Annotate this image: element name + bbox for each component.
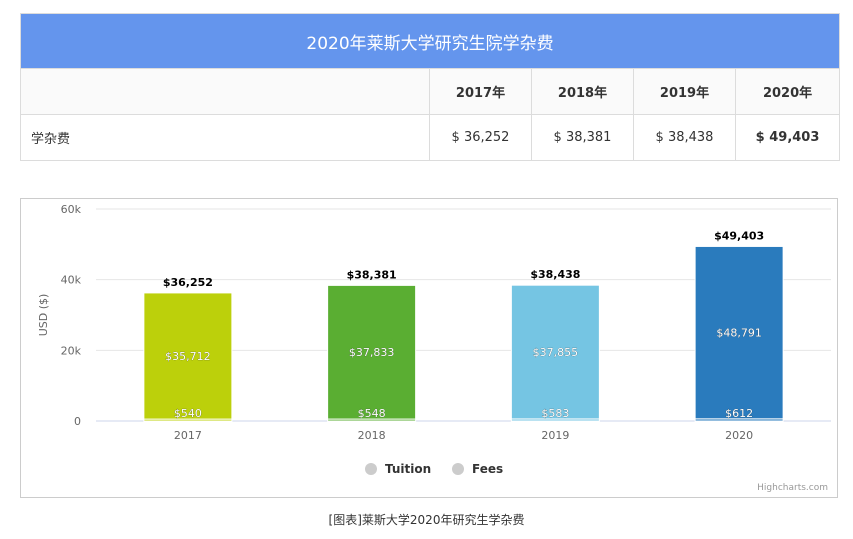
table-header-year: 2019年 <box>633 68 736 115</box>
legend-marker <box>452 463 464 475</box>
data-label-tuition: $37,855 <box>533 346 579 359</box>
data-label-tuition: $48,791 <box>716 327 762 340</box>
bar-segment-tuition <box>143 292 233 420</box>
data-label-fees: $540 <box>174 407 202 420</box>
data-label-total: $38,438 <box>530 268 580 281</box>
legend-marker <box>365 463 377 475</box>
y-tick-label: 40k <box>61 274 82 287</box>
legend-item-fees[interactable]: Fees <box>472 462 503 476</box>
data-label-total: $36,252 <box>163 276 213 289</box>
stacked-bar-chart: 0 20k 40k 60k USD ($) $35,712 $540 $36,252 2017 $… <box>37 203 831 476</box>
table-header-year: 2018年 <box>531 68 634 115</box>
data-label-fees: $583 <box>541 407 569 420</box>
table-row-label: 学杂费 <box>20 114 430 161</box>
highcharts-credit[interactable]: Highcharts.com <box>757 483 828 493</box>
legend-item-tuition[interactable]: Tuition <box>385 462 431 476</box>
x-tick-label: 2019 <box>541 429 569 442</box>
table-header-year: 2020年 <box>734 68 841 115</box>
table-corner-cell <box>20 68 430 115</box>
y-tick-label: 60k <box>61 203 82 216</box>
bar-segment-tuition <box>327 284 417 420</box>
bar-segment-tuition <box>694 245 784 420</box>
tuition-table: 2020年莱斯大学研究生院学杂费 2017年 2018年 2019年 2020年… <box>19 13 841 161</box>
chart-caption: [图表]莱斯大学2020年研究生学杂费 <box>328 513 525 527</box>
table-cell-value: $ 38,438 <box>633 114 736 161</box>
data-label-total: $49,403 <box>714 229 764 242</box>
data-label-total: $38,381 <box>347 268 397 281</box>
data-label-tuition: $37,833 <box>349 346 395 359</box>
x-tick-label: 2017 <box>174 429 202 442</box>
table-cell-value: $ 49,403 <box>734 114 841 161</box>
y-tick-label: 20k <box>61 344 82 357</box>
chart-container: 0 20k 40k 60k USD ($) $35,712 $540 $36,252 2017 $… <box>20 198 838 498</box>
bar-segment-tuition <box>510 284 600 420</box>
table-header-year: 2017年 <box>429 68 532 115</box>
data-label-tuition: $35,712 <box>165 350 211 363</box>
y-tick-label: 0 <box>74 415 81 428</box>
data-label-fees: $612 <box>725 407 753 420</box>
x-tick-label: 2020 <box>725 429 753 442</box>
data-label-fees: $548 <box>358 407 386 420</box>
y-axis-title: USD ($) <box>37 294 50 337</box>
table-cell-value: $ 38,381 <box>531 114 634 161</box>
x-tick-label: 2018 <box>358 429 386 442</box>
table-title: 2020年莱斯大学研究生院学杂费 <box>19 13 841 69</box>
table-cell-value: $ 36,252 <box>429 114 532 161</box>
